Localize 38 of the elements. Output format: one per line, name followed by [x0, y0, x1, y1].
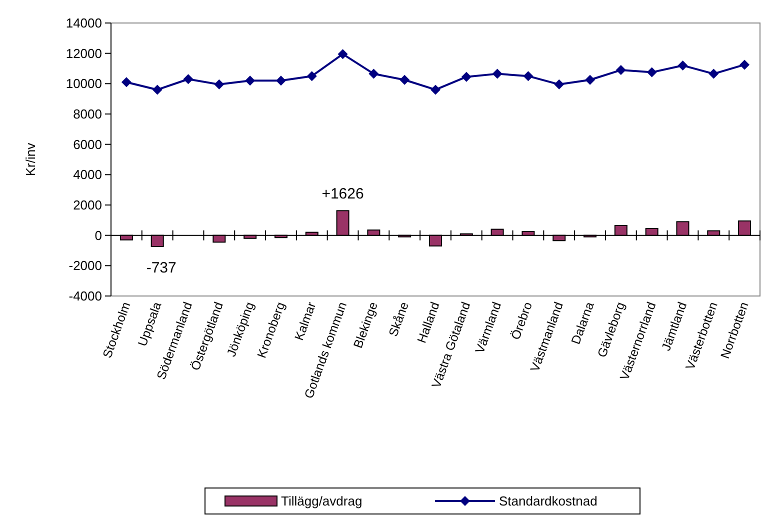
point [708, 68, 719, 79]
point [276, 76, 286, 86]
point [121, 77, 132, 88]
point [646, 67, 657, 78]
y-tick-label: 6000 [73, 136, 102, 152]
y-tick-label: 4000 [73, 167, 102, 182]
y-tick-label: 10000 [66, 76, 102, 92]
y-tick-label: 12000 [66, 46, 102, 61]
point [338, 49, 348, 60]
point [306, 71, 317, 82]
point [400, 74, 410, 85]
x-tick-label: Skåne [386, 300, 412, 338]
y-tick-label: 8000 [73, 106, 102, 122]
x-tick-label: Kalmar [292, 300, 319, 342]
legend-label: Standardkostnad [499, 494, 598, 509]
point [678, 60, 688, 70]
point [740, 60, 750, 70]
point [492, 68, 502, 79]
point [214, 79, 224, 90]
y-tick-label: 14000 [66, 16, 102, 31]
point [245, 76, 256, 86]
y-tick-label: -4000 [68, 288, 102, 304]
point [523, 71, 534, 82]
annotation: -737 [146, 260, 176, 277]
y-tick-label: -2000 [68, 258, 102, 274]
point [152, 84, 162, 95]
point [430, 84, 440, 95]
y-tick-label: 2000 [73, 198, 102, 213]
y-axis-title: Kr/inv [23, 142, 38, 176]
point [616, 65, 626, 76]
point [554, 79, 564, 90]
point [585, 74, 596, 85]
y-tick-label: 0 [94, 228, 102, 243]
legend-label: Tillägg/avdrag [281, 494, 362, 509]
annotation: +1626 [322, 186, 364, 203]
point [183, 74, 194, 84]
point [368, 68, 379, 79]
point [461, 72, 472, 82]
